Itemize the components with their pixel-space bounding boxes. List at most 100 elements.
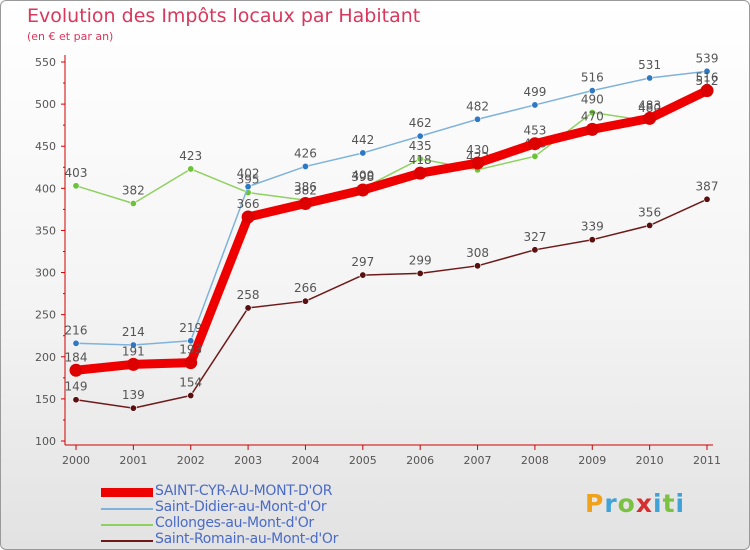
- legend-swatch: [101, 524, 153, 526]
- data-point-collonges-au-mont-d-or: [588, 109, 596, 117]
- x-tick-label: 2007: [464, 454, 492, 467]
- data-label-saint-cyr-au-mont-d-or: 470: [581, 109, 604, 123]
- data-point-saint-didier-au-mont-d-or: [129, 341, 137, 349]
- data-label-saint-didier-au-mont-d-or: 539: [696, 51, 719, 65]
- data-point-saint-romain-au-mont-d-or: [129, 404, 137, 412]
- legend-label: Collonges-au-Mont-d'Or: [155, 515, 314, 531]
- logo-letter: P: [585, 489, 605, 518]
- y-tick-label: 450: [35, 140, 56, 153]
- data-label-saint-romain-au-mont-d-or: 139: [122, 388, 145, 402]
- data-point-saint-romain-au-mont-d-or: [531, 246, 539, 254]
- y-tick-label: 400: [35, 182, 56, 195]
- data-label-collonges-au-mont-d-or: 435: [409, 139, 432, 153]
- data-label-saint-cyr-au-mont-d-or: 382: [294, 183, 317, 197]
- y-tick-label: 350: [35, 224, 56, 237]
- data-point-saint-romain-au-mont-d-or: [588, 236, 596, 244]
- data-label-saint-romain-au-mont-d-or: 308: [466, 246, 489, 260]
- data-point-saint-romain-au-mont-d-or: [72, 396, 80, 404]
- series-line-collonges-au-mont-d-or: [75, 93, 708, 205]
- data-label-saint-cyr-au-mont-d-or: 366: [237, 197, 260, 211]
- x-tick-label: 2001: [119, 454, 147, 467]
- data-point-collonges-au-mont-d-or: [416, 155, 424, 163]
- data-point-saint-didier-au-mont-d-or: [359, 149, 367, 157]
- data-label-saint-cyr-au-mont-d-or: 483: [638, 98, 661, 112]
- proxiti-logo: Proxiti: [585, 489, 685, 518]
- data-point-saint-didier-au-mont-d-or: [416, 132, 424, 140]
- data-label-saint-cyr-au-mont-d-or: 516: [696, 71, 719, 85]
- data-point-saint-cyr-au-mont-d-or: [241, 210, 255, 224]
- data-point-collonges-au-mont-d-or: [531, 152, 539, 160]
- data-label-saint-didier-au-mont-d-or: 426: [294, 146, 317, 160]
- data-point-saint-cyr-au-mont-d-or: [126, 357, 140, 371]
- chart-title: Evolution des Impôts locaux par Habitant: [27, 5, 421, 27]
- legend-item-saint-didier-au-mont-d-or: Saint-Didier-au-Mont-d'Or: [101, 499, 401, 517]
- legend-item-saint-romain-au-mont-d-or: Saint-Romain-au-Mont-d'Or: [101, 531, 401, 549]
- data-point-saint-cyr-au-mont-d-or: [700, 84, 714, 98]
- data-label-saint-romain-au-mont-d-or: 299: [409, 253, 432, 267]
- data-point-saint-didier-au-mont-d-or: [703, 67, 711, 75]
- x-tick-label: 2005: [349, 454, 377, 467]
- data-label-saint-romain-au-mont-d-or: 339: [581, 220, 604, 234]
- data-label-saint-romain-au-mont-d-or: 258: [237, 288, 260, 302]
- chart-subtitle: (en € et par an): [27, 30, 114, 43]
- y-tick-label: 250: [35, 309, 56, 322]
- data-label-collonges-au-mont-d-or: 403: [65, 166, 88, 180]
- data-point-saint-cyr-au-mont-d-or: [184, 356, 198, 370]
- data-label-collonges-au-mont-d-or: 423: [179, 149, 202, 163]
- data-point-saint-romain-au-mont-d-or: [359, 271, 367, 279]
- x-tick-label: 2011: [693, 454, 721, 467]
- data-label-saint-didier-au-mont-d-or: 216: [65, 323, 88, 337]
- x-tick-label: 2010: [636, 454, 664, 467]
- data-label-saint-romain-au-mont-d-or: 154: [179, 376, 202, 390]
- data-point-saint-didier-au-mont-d-or: [531, 101, 539, 109]
- data-point-saint-romain-au-mont-d-or: [703, 195, 711, 203]
- data-point-saint-cyr-au-mont-d-or: [298, 196, 312, 210]
- data-label-saint-cyr-au-mont-d-or: 184: [65, 350, 88, 364]
- data-point-saint-didier-au-mont-d-or: [646, 74, 654, 82]
- data-label-saint-didier-au-mont-d-or: 214: [122, 325, 145, 339]
- data-label-saint-cyr-au-mont-d-or: 398: [351, 170, 374, 184]
- logo-letter: i: [653, 489, 663, 518]
- y-tick-label: 550: [35, 56, 56, 69]
- legend-label: Saint-Didier-au-Mont-d'Or: [155, 499, 327, 515]
- data-label-saint-didier-au-mont-d-or: 516: [581, 71, 604, 85]
- data-point-saint-cyr-au-mont-d-or: [69, 363, 83, 377]
- x-tick-label: 2006: [406, 454, 434, 467]
- x-tick-label: 2003: [234, 454, 262, 467]
- x-tick-label: 2002: [177, 454, 205, 467]
- legend-swatch: [101, 540, 153, 542]
- logo-letter: i: [675, 489, 686, 518]
- x-tick-label: 2004: [291, 454, 319, 467]
- data-point-saint-romain-au-mont-d-or: [474, 262, 482, 270]
- data-label-collonges-au-mont-d-or: 512: [696, 74, 719, 88]
- data-point-saint-romain-au-mont-d-or: [416, 269, 424, 277]
- logo-letter: o: [617, 489, 636, 518]
- legend-item-collonges-au-mont-d-or: Collonges-au-Mont-d'Or: [101, 515, 401, 533]
- data-point-saint-cyr-au-mont-d-or: [585, 122, 599, 136]
- data-label-saint-didier-au-mont-d-or: 462: [409, 116, 432, 130]
- x-tick-label: 2009: [578, 454, 606, 467]
- x-tick-label: 2000: [62, 454, 90, 467]
- data-label-saint-romain-au-mont-d-or: 149: [65, 380, 88, 394]
- data-label-saint-cyr-au-mont-d-or: 418: [409, 153, 432, 167]
- data-point-collonges-au-mont-d-or: [187, 165, 195, 173]
- series-line-saint-didier-au-mont-d-or: [75, 70, 708, 346]
- data-point-saint-romain-au-mont-d-or: [244, 304, 252, 312]
- series-line-saint-cyr-au-mont-d-or: [71, 86, 712, 375]
- series-line-saint-romain-au-mont-d-or: [75, 198, 708, 409]
- data-point-saint-romain-au-mont-d-or: [187, 392, 195, 400]
- data-point-collonges-au-mont-d-or: [72, 182, 80, 190]
- data-label-collonges-au-mont-d-or: 400: [351, 168, 374, 182]
- data-label-collonges-au-mont-d-or: 382: [122, 183, 145, 197]
- data-label-saint-didier-au-mont-d-or: 499: [523, 85, 546, 99]
- data-point-saint-romain-au-mont-d-or: [301, 297, 309, 305]
- y-tick-label: 300: [35, 267, 56, 280]
- data-point-saint-cyr-au-mont-d-or: [471, 156, 485, 170]
- data-point-saint-cyr-au-mont-d-or: [413, 166, 427, 180]
- data-label-collonges-au-mont-d-or: 490: [581, 93, 604, 107]
- legend-swatch: [101, 508, 153, 510]
- data-label-saint-romain-au-mont-d-or: 297: [351, 255, 374, 269]
- data-point-saint-didier-au-mont-d-or: [588, 87, 596, 95]
- data-point-saint-cyr-au-mont-d-or: [643, 111, 657, 125]
